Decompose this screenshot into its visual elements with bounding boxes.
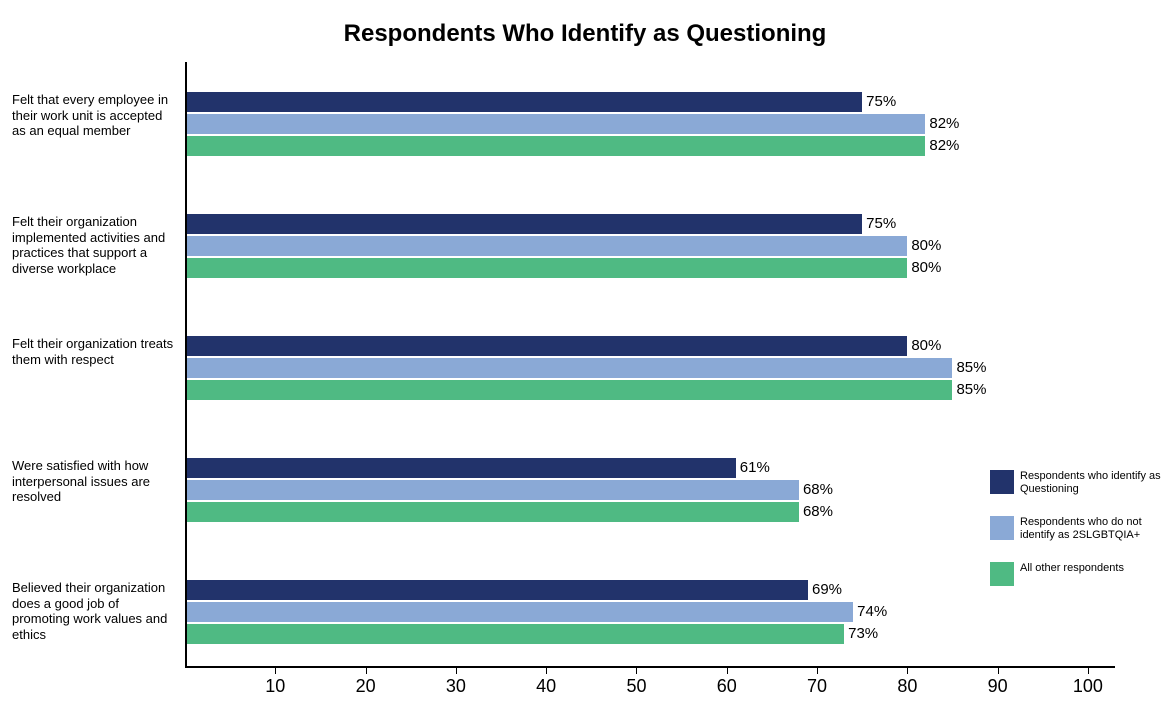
bar-value-label: 82%: [929, 136, 959, 156]
x-tick-label: 10: [265, 676, 285, 697]
legend-label: Respondents who identify as Questioning: [1020, 470, 1170, 496]
bar-value-label: 75%: [866, 214, 896, 234]
bar-value-label: 68%: [803, 502, 833, 522]
legend-item: Respondents who identify as Questioning: [990, 470, 1160, 510]
bar: [187, 92, 862, 112]
bar: [187, 136, 925, 156]
bar: [187, 258, 907, 278]
x-tick-mark: [636, 668, 637, 674]
x-tick-label: 100: [1073, 676, 1103, 697]
bar-value-label: 61%: [740, 458, 770, 478]
legend-item: Respondents who do not identify as 2SLGB…: [990, 516, 1160, 556]
x-tick-mark: [998, 668, 999, 674]
x-tick-label: 20: [356, 676, 376, 697]
bar: [187, 380, 952, 400]
bar-value-label: 74%: [857, 602, 887, 622]
bar: [187, 358, 952, 378]
legend-label: Respondents who do not identify as 2SLGB…: [1020, 516, 1170, 542]
bar: [187, 624, 844, 644]
bar-value-label: 85%: [956, 380, 986, 400]
bar: [187, 580, 808, 600]
category-label: Felt that every employee in their work u…: [12, 92, 177, 139]
category-label: Felt their organization treats them with…: [12, 336, 177, 367]
legend-label: All other respondents: [1020, 562, 1170, 575]
bar-value-label: 80%: [911, 258, 941, 278]
category-label: Were satisfied with how interpersonal is…: [12, 458, 177, 505]
x-tick-mark: [907, 668, 908, 674]
bar: [187, 114, 925, 134]
x-axis: [185, 666, 1115, 668]
x-tick-mark: [727, 668, 728, 674]
bar: [187, 214, 862, 234]
x-tick-mark: [817, 668, 818, 674]
legend-swatch: [990, 562, 1014, 586]
bar-value-label: 85%: [956, 358, 986, 378]
category-label: Felt their organization implemented acti…: [12, 214, 177, 276]
bar-value-label: 80%: [911, 336, 941, 356]
x-tick-mark: [1088, 668, 1089, 674]
bar-value-label: 73%: [848, 624, 878, 644]
x-tick-label: 90: [988, 676, 1008, 697]
x-tick-label: 50: [626, 676, 646, 697]
legend-swatch: [990, 516, 1014, 540]
x-tick-mark: [275, 668, 276, 674]
x-tick-label: 60: [717, 676, 737, 697]
bar-value-label: 82%: [929, 114, 959, 134]
bar: [187, 336, 907, 356]
bar-value-label: 68%: [803, 480, 833, 500]
bar-value-label: 69%: [812, 580, 842, 600]
bar: [187, 502, 799, 522]
bar: [187, 458, 736, 478]
x-tick-mark: [366, 668, 367, 674]
bar-value-label: 75%: [866, 92, 896, 112]
x-tick-mark: [546, 668, 547, 674]
x-tick-label: 80: [897, 676, 917, 697]
category-label: Believed their organization does a good …: [12, 580, 177, 642]
bar-value-label: 80%: [911, 236, 941, 256]
legend-swatch: [990, 470, 1014, 494]
bar: [187, 236, 907, 256]
chart-title: Respondents Who Identify as Questioning: [0, 20, 1170, 48]
x-tick-label: 30: [446, 676, 466, 697]
x-tick-label: 40: [536, 676, 556, 697]
chart-container: Respondents Who Identify as Questioning …: [0, 0, 1170, 721]
legend-item: All other respondents: [990, 562, 1160, 602]
x-tick-mark: [456, 668, 457, 674]
bar: [187, 602, 853, 622]
x-tick-label: 70: [807, 676, 827, 697]
chart-plot-area: 10203040506070809010075%82%82%75%80%80%8…: [185, 62, 1115, 668]
bar: [187, 480, 799, 500]
